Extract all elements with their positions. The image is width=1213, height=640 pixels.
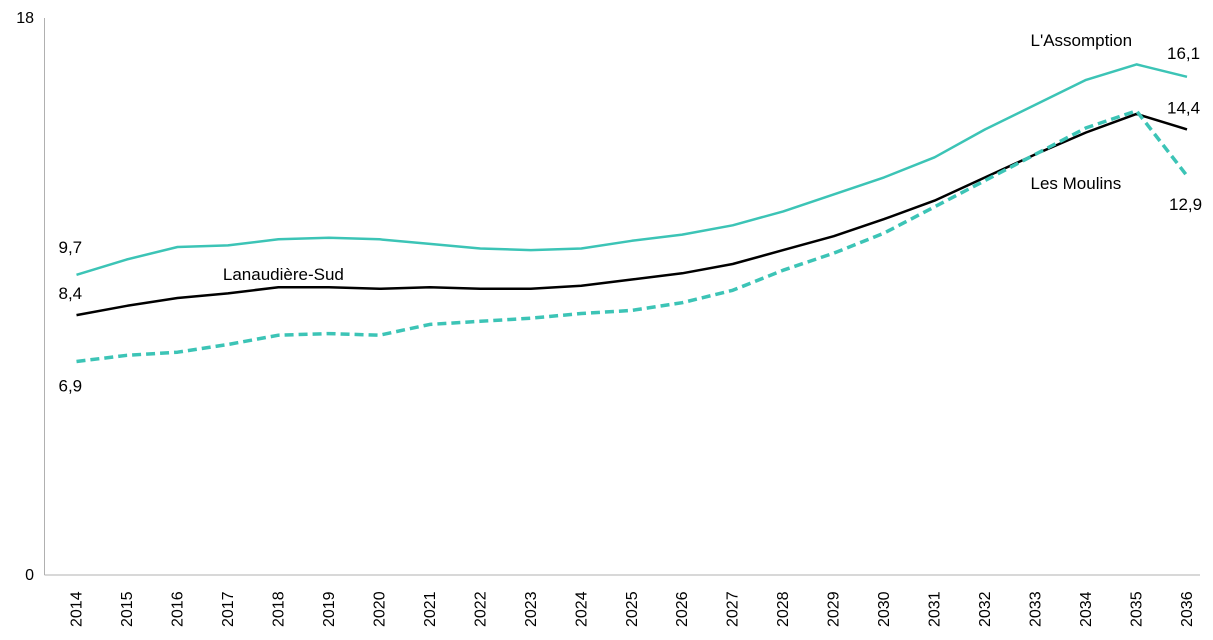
x-tick-label: 2015 bbox=[119, 591, 136, 627]
chart-labels: 9,7 16,1 8,4 14,4 6,9 12,9 L'Assomption Lanaudi… bbox=[59, 31, 1203, 395]
y-tick-label: 0 bbox=[25, 567, 34, 584]
x-tick-label: 2027 bbox=[725, 591, 742, 627]
axes: 18 0 2014 2015 2016 2017 2018 2019 2020 2021 2022 2… bbox=[16, 10, 1200, 627]
x-tick-label: 2014 bbox=[69, 591, 86, 627]
y-tick-label: 18 bbox=[16, 10, 34, 27]
data-label: 6,9 bbox=[59, 376, 83, 395]
x-tick-label: 2035 bbox=[1129, 591, 1146, 627]
series-line bbox=[76, 112, 1188, 317]
x-tick-label: 2022 bbox=[472, 591, 489, 627]
x-tick-label: 2018 bbox=[270, 591, 287, 627]
x-tick-label: 2019 bbox=[321, 591, 338, 627]
x-tick-label: 2034 bbox=[1078, 591, 1095, 627]
x-tick-label: 2016 bbox=[169, 591, 186, 627]
x-tick-label: 2033 bbox=[1028, 591, 1045, 627]
x-tick-label: 2026 bbox=[674, 591, 691, 627]
x-tick-label: 2028 bbox=[775, 591, 792, 627]
data-label: 16,1 bbox=[1167, 44, 1200, 63]
x-tick-label: 2036 bbox=[1179, 591, 1196, 627]
x-tick-label: 2025 bbox=[624, 591, 641, 627]
series-line bbox=[76, 109, 1189, 364]
x-tick-label: 2029 bbox=[826, 591, 843, 627]
x-tick-label: 2017 bbox=[220, 591, 237, 627]
x-tick-label: 2031 bbox=[927, 591, 944, 627]
data-label: 8,4 bbox=[59, 284, 83, 303]
x-tick-label: 2024 bbox=[573, 591, 590, 627]
data-label: 12,9 bbox=[1169, 195, 1202, 214]
x-tick-label: 2030 bbox=[876, 591, 893, 627]
x-tick-label: 2032 bbox=[977, 591, 994, 627]
series-line bbox=[76, 63, 1188, 276]
x-tick-label: 2020 bbox=[371, 591, 388, 627]
x-tick-label: 2021 bbox=[422, 591, 439, 627]
data-label: 14,4 bbox=[1167, 98, 1200, 117]
series-lines bbox=[76, 63, 1189, 364]
series-name-label: Lanaudière-Sud bbox=[223, 265, 344, 284]
series-name-label: L'Assomption bbox=[1031, 31, 1133, 50]
x-tick-label: 2023 bbox=[523, 591, 540, 627]
series-name-label: Les Moulins bbox=[1031, 174, 1122, 193]
data-label: 9,7 bbox=[59, 238, 83, 257]
